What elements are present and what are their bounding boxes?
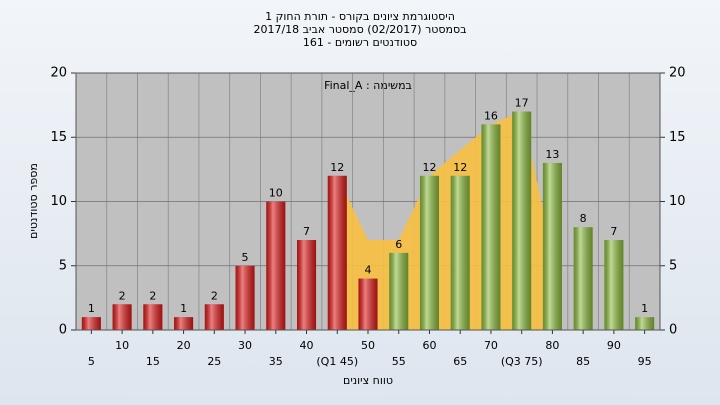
bar-shine [542, 162, 562, 330]
bar-shine [450, 175, 470, 330]
bar-shine [389, 252, 409, 330]
x-tick-label: 65 [453, 355, 467, 368]
x-tick-label: 80 [545, 339, 559, 352]
bar-shine [235, 265, 255, 330]
x-tick-label: 40 [300, 339, 314, 352]
y2-tick-label: 5 [669, 258, 677, 273]
title-line: היסטוגרמת ציונים בקורס - תורת החוק 1 [265, 10, 455, 23]
value-label: 1 [88, 302, 95, 315]
bar-shine [481, 124, 501, 331]
y2-tick-label: 0 [669, 323, 677, 338]
x-axis-label: טווח ציונים [343, 374, 393, 387]
bar-shine [204, 304, 224, 330]
x-tick-label: 55 [392, 355, 406, 368]
x-tick-label: 95 [638, 355, 652, 368]
title-line: סטודנטים רשומים - 161 [303, 36, 417, 49]
x-tick-label: 35 [269, 355, 283, 368]
y2-tick-label: 20 [669, 66, 686, 81]
value-label: 17 [515, 97, 529, 110]
bar-shine [573, 227, 593, 330]
value-label: 5 [242, 251, 249, 264]
x-tick-label: 50 [361, 339, 375, 352]
y-tick-label: 5 [59, 258, 67, 273]
value-label: 16 [484, 109, 498, 122]
x-tick-label: 85 [576, 355, 590, 368]
y2-tick-label: 15 [669, 130, 686, 145]
bar-shine [112, 304, 132, 330]
value-label: 2 [119, 289, 126, 302]
value-label: 2 [211, 289, 218, 302]
y-tick-label: 0 [59, 323, 67, 338]
y-tick-label: 10 [50, 194, 67, 209]
value-label: 1 [641, 302, 648, 315]
value-label: 1 [180, 302, 187, 315]
bar-shine [174, 317, 194, 330]
x-tick-label: 60 [422, 339, 436, 352]
y-tick-label: 15 [50, 130, 67, 145]
value-label: 4 [365, 264, 372, 277]
value-label: 6 [395, 238, 402, 251]
x-tick-label: 30 [238, 339, 252, 352]
x-tick-label: 10 [115, 339, 129, 352]
value-label: 7 [303, 225, 310, 238]
x-tick-label: 20 [177, 339, 191, 352]
bar-shine [266, 201, 286, 330]
x-tick-label: 70 [484, 339, 498, 352]
bar-shine [81, 317, 101, 330]
x-tick-label: 15 [146, 355, 160, 368]
bar-shine [143, 304, 163, 330]
x-tick-label: (Q3 75) [501, 355, 543, 368]
bar-shine [327, 175, 347, 330]
bar-shine [296, 240, 317, 330]
title-line: בסמסטר (02/2017) סמסטר אביב 2017/18 [253, 23, 466, 36]
value-label: 8 [580, 212, 587, 225]
bar-shine [635, 317, 655, 330]
y2-tick-label: 10 [669, 194, 686, 209]
x-tick-label: 25 [207, 355, 221, 368]
bar-shine [358, 278, 378, 330]
x-tick-label: 5 [88, 355, 95, 368]
bar-shine [512, 111, 532, 330]
bar-shine [604, 240, 624, 330]
x-tick-label: (Q1 45) [316, 355, 358, 368]
value-label: 7 [610, 225, 617, 238]
annotation: Final_A : במשימה [324, 79, 412, 92]
bar-shine [419, 175, 440, 330]
value-label: 12 [422, 161, 436, 174]
x-tick-label: 90 [607, 339, 621, 352]
plot-border [75, 72, 661, 331]
value-label: 12 [330, 161, 344, 174]
value-label: 2 [149, 289, 156, 302]
value-label: 12 [453, 161, 467, 174]
value-label: 13 [545, 148, 559, 161]
y-tick-label: 20 [50, 66, 67, 81]
y-axis-label: מספר סטודנטים [27, 163, 40, 239]
value-label: 10 [269, 187, 283, 200]
